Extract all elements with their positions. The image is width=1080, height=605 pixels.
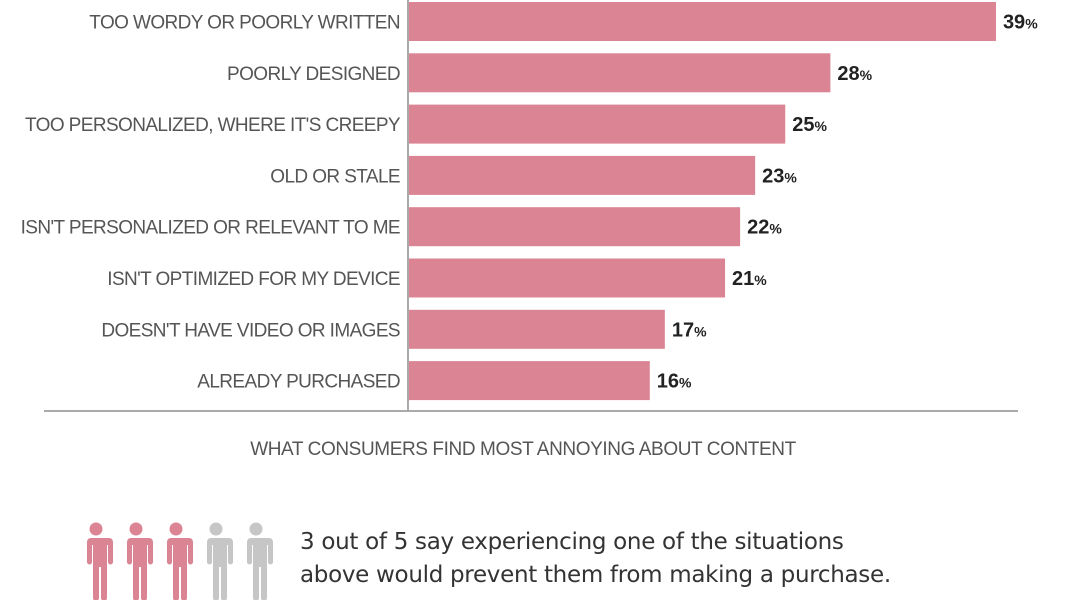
bar <box>409 361 650 401</box>
bars-group: TOO WORDY OR POORLY WRITTEN 39% POORLY DES… <box>21 2 1038 401</box>
person-icon-muted <box>198 522 234 601</box>
category-label: ISN'T PERSONALIZED OR RELEVANT TO ME <box>21 218 400 239</box>
bar <box>409 155 756 195</box>
bar <box>409 207 741 247</box>
bar-chart: TOO WORDY OR POORLY WRITTEN 39% POORLY DES… <box>21 0 1038 460</box>
data-label: 23% <box>762 165 797 187</box>
data-label: 25% <box>792 114 827 136</box>
data-label: 28% <box>837 63 872 85</box>
category-label: POORLY DESIGNED <box>227 64 400 85</box>
footnote-text: 3 out of 5 say experiencing one of the s… <box>300 526 891 592</box>
person-icon-highlighted <box>78 522 114 601</box>
data-label: 17% <box>672 319 707 341</box>
person-icon-muted <box>238 522 274 601</box>
x-axis-title: WHAT CONSUMERS FIND MOST ANNOYING ABOUT … <box>250 439 796 460</box>
bar <box>409 2 996 41</box>
category-label: ALREADY PURCHASED <box>197 372 400 393</box>
footnote-line-2: above would prevent them from making a p… <box>300 562 891 588</box>
category-label: TOO WORDY OR POORLY WRITTEN <box>89 13 400 34</box>
bar <box>409 104 786 144</box>
people-icon-row <box>78 522 274 601</box>
person-icon-highlighted <box>118 522 154 601</box>
data-label: 22% <box>747 217 782 239</box>
category-label: TOO PERSONALIZED, WHERE IT'S CREEPY <box>25 115 401 136</box>
bar <box>409 258 726 298</box>
data-label: 16% <box>657 371 692 393</box>
bar <box>409 53 831 93</box>
footnote-line-1: 3 out of 5 say experiencing one of the s… <box>300 529 844 555</box>
category-label: DOESN'T HAVE VIDEO OR IMAGES <box>101 320 400 341</box>
category-label: ISN'T OPTIMIZED FOR MY DEVICE <box>107 269 400 290</box>
category-label: OLD OR STALE <box>270 166 400 187</box>
bar <box>409 309 665 349</box>
person-icon-highlighted <box>158 522 194 601</box>
data-label: 39% <box>1003 12 1038 34</box>
data-label: 21% <box>732 268 767 290</box>
